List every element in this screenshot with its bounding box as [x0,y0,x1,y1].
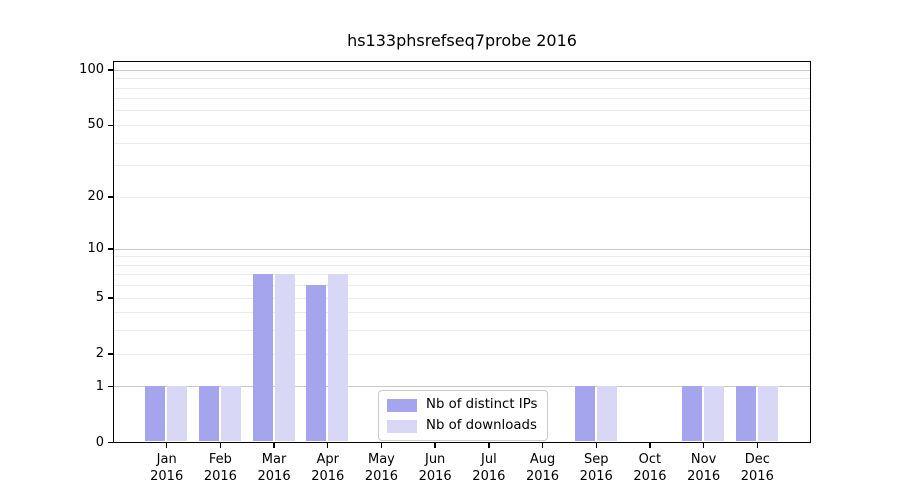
x-tick-label: Jan 2016 [150,452,184,484]
minor-gridline [114,285,810,287]
x-tick-label: Mar 2016 [257,452,291,484]
minor-gridline [114,98,810,100]
minor-gridline [114,165,810,167]
minor-gridline [114,312,810,314]
y-tick-label: 2 [95,345,104,361]
x-tick-mark [380,443,383,448]
y-tick-mark [108,385,113,388]
legend-swatch-downloads [387,419,417,433]
y-tick-label: 1 [95,378,104,394]
legend-row-downloads: Nb of downloads [387,418,537,434]
minor-gridline [114,142,810,144]
bar [574,386,595,442]
y-tick-mark [108,124,113,127]
y-tick-label: 5 [95,290,104,306]
x-tick-label: Sep 2016 [579,452,613,484]
minor-gridline [114,110,810,112]
x-tick-mark [165,443,168,448]
legend-label-downloads: Nb of downloads [426,418,537,433]
major-gridline [114,69,810,71]
minor-gridline [114,274,810,276]
bar [274,274,295,442]
major-gridline [114,248,810,250]
x-tick-mark [649,443,651,448]
x-tick-mark [541,443,544,448]
bar [596,386,617,442]
y-tick-mark [108,441,113,444]
y-tick-label: 0 [95,434,104,450]
minor-gridline [114,353,810,355]
bar [757,386,778,442]
x-tick-mark [327,443,329,448]
y-tick-label: 50 [87,117,104,133]
bar [735,386,756,442]
x-tick-mark [756,443,758,448]
x-tick-label: Jul 2016 [472,452,506,484]
bar [328,274,349,442]
x-tick-label: Feb 2016 [203,452,237,484]
x-tick-mark [219,443,222,448]
bar [167,386,188,442]
bar [704,386,725,442]
minor-gridline [114,196,810,198]
y-tick-label: 10 [87,241,104,257]
bar [198,386,219,442]
bar [145,386,166,442]
minor-gridline [114,78,810,80]
minor-gridline [114,264,810,266]
bar [682,386,703,442]
x-tick-mark [273,443,275,448]
y-tick-mark [108,196,113,198]
bar [252,274,273,442]
y-tick-mark [108,353,113,355]
x-tick-label: Jun 2016 [418,452,452,484]
minor-gridline [114,297,810,299]
legend-label-distinct-ips: Nb of distinct IPs [426,397,538,412]
x-tick-label: Aug 2016 [525,452,560,484]
x-tick-label: Dec 2016 [740,452,774,484]
minor-gridline [114,330,810,332]
minor-gridline [114,124,810,126]
x-tick-mark [702,443,705,448]
minor-gridline [114,87,810,89]
x-tick-mark [434,443,436,448]
major-gridline [114,386,810,388]
y-tick-label: 100 [79,62,104,78]
bar [306,285,327,442]
x-tick-mark [595,443,597,448]
x-tick-mark [488,443,490,448]
y-tick-mark [108,69,113,71]
x-tick-label: May 2016 [364,452,398,484]
minor-gridline [114,256,810,258]
legend-row-distinct-ips: Nb of distinct IPs [387,397,537,413]
x-tick-label: Apr 2016 [311,452,345,484]
legend-swatch-distinct-ips [387,398,417,412]
bar [220,386,241,442]
x-tick-label: Oct 2016 [633,452,667,484]
chart-title: hs133phsrefseq7probe 2016 [347,31,577,50]
legend: Nb of distinct IPs Nb of downloads [378,390,549,441]
x-tick-label: Nov 2016 [687,452,721,484]
y-tick-label: 20 [87,188,104,204]
y-tick-mark [108,297,113,299]
plot-area: Nb of distinct IPs Nb of downloads [113,61,811,443]
y-tick-mark [108,248,113,250]
